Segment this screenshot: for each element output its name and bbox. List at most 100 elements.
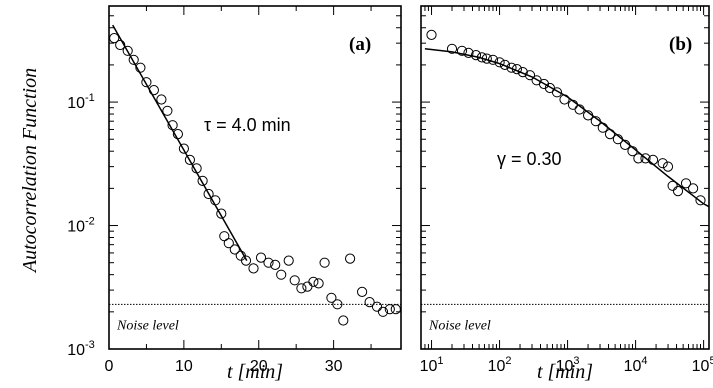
panel-b: Noise level 101 102 103 104 105 t [min] (b) γ = … [420,5,713,383]
plot-frame [420,5,710,350]
x-tick-label: 30 [325,358,343,375]
x-tick-label: 104 [624,355,648,375]
data-point [574,104,585,115]
data-point [326,292,337,303]
data-point [487,54,499,65]
data-point [332,299,343,310]
data-point [506,62,517,73]
x-tick-label: 20 [250,358,268,375]
fit-parameter-annotation: γ = 0.30 [497,149,562,169]
data-point [476,52,487,63]
y-axis-label: Autocorrelation Function [19,68,41,274]
data-point [463,47,474,59]
data-point [178,143,189,154]
panel-label: (a) [349,34,371,55]
data-point [210,195,221,206]
data-point [672,186,684,197]
data-point [184,154,195,165]
data-point [135,62,146,73]
data-point [695,195,706,206]
data-point [122,45,133,56]
x-tick-label: 0 [105,358,114,375]
panel-label: (b) [669,34,692,55]
data-point [633,153,644,164]
data-point [481,53,492,64]
data-point [364,297,375,308]
y-tick-label: 10-3 [67,339,95,359]
x-tick-label: 105 [692,355,713,375]
data-point [426,29,437,41]
data-point [667,180,678,191]
data-point [640,153,651,164]
data-point [517,67,528,78]
data-point [647,154,659,165]
data-point [604,129,616,140]
data-point [289,275,300,286]
data-point [167,120,178,131]
x-axis-label: t [min] [227,361,283,383]
data-point [345,253,356,264]
x-tick-label: 101 [420,355,444,375]
data-point [612,134,624,145]
data-point [494,57,505,68]
x-tick-label: 103 [556,355,580,375]
data-point [583,110,594,121]
data-point [627,146,638,157]
data-point [357,286,368,297]
data-point [172,129,183,140]
data-point [191,163,202,174]
data-point [524,70,536,81]
data-point [296,283,307,294]
data-point [499,59,510,71]
data-point [338,315,349,326]
data-point [620,139,631,150]
data-point [216,208,227,219]
data-point [223,238,234,249]
data-point [371,301,383,312]
data-point [597,122,608,133]
panel-a: Noise level 10-3 10-2 10-1 0 10 20 30 t [min] (a)… [67,5,402,383]
data-point [319,257,330,268]
data-point [377,306,389,317]
noise-level-label: Noise level [116,318,179,333]
data-point [384,304,395,315]
fit-line [112,24,248,261]
data-point [263,257,274,268]
data-point [559,94,570,105]
noise-level-label: Noise level [428,318,491,333]
x-tick-label: 10 [175,358,193,375]
data-point [229,244,240,255]
data-point [688,183,699,194]
data-point [197,175,208,186]
data-point [456,45,468,56]
data-point [567,99,579,110]
fit-line [424,48,710,208]
data-point [156,94,167,105]
data-point [308,276,319,287]
data-point [446,43,458,54]
data-point [240,255,252,266]
data-point [283,255,294,266]
data-point [313,278,324,289]
data-point [203,188,214,200]
data-point [276,269,287,280]
plot-frame [108,5,402,350]
data-point [128,54,139,65]
data-point [109,33,120,44]
data-point [470,50,482,61]
data-point [162,105,173,116]
data-point [390,304,401,315]
data-point [219,231,230,242]
fit-parameter-annotation: τ = 4.0 min [204,115,291,135]
data-point [115,39,126,51]
y-tick-label: 10-1 [67,92,95,112]
data-point [255,252,267,263]
data-point [680,178,692,189]
data-point [662,161,674,172]
data-point [248,263,259,274]
x-tick-label: 102 [488,355,512,375]
data-point [590,116,601,127]
data-point [141,77,152,88]
data-point [302,281,313,292]
